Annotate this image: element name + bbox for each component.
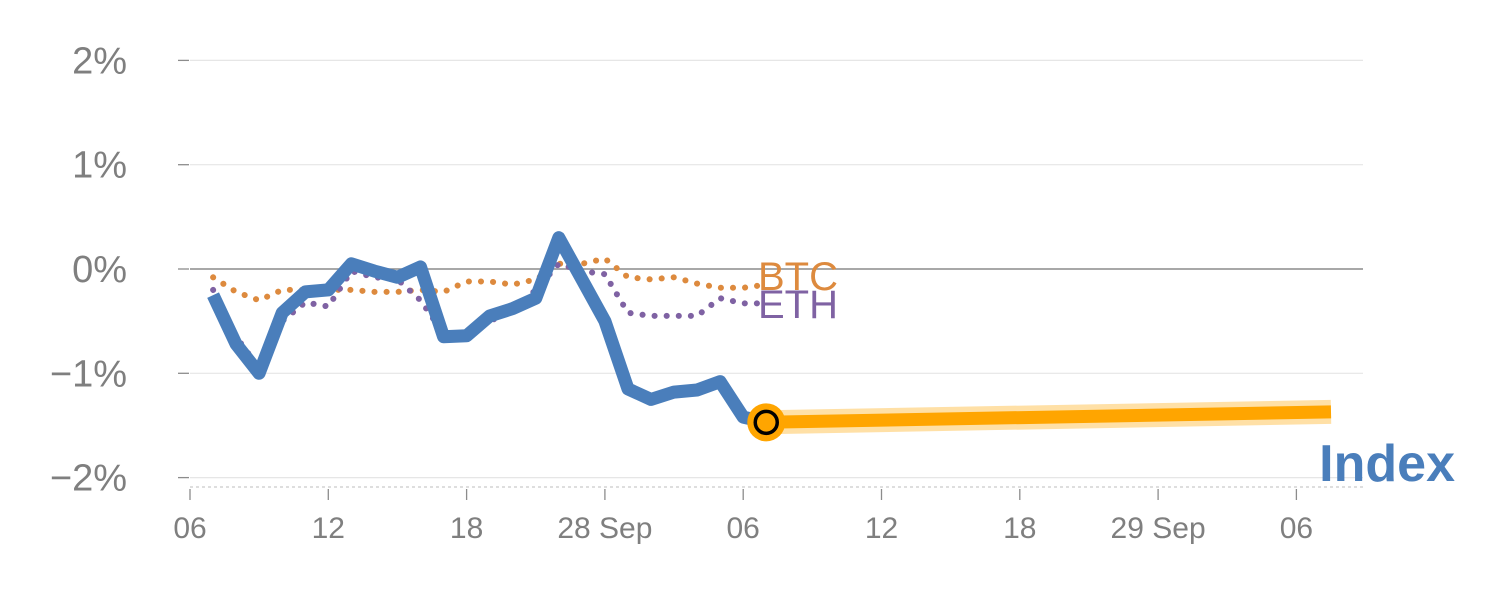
x-tick-label-8: 06 <box>1280 512 1313 545</box>
series-lines <box>207 231 1332 435</box>
x-tick-label-0: 06 <box>173 512 206 545</box>
current-value-marker <box>753 409 779 436</box>
x-tick-label-5: 12 <box>865 512 898 545</box>
x-tick-label-6: 18 <box>1003 512 1036 545</box>
series-label-eth: ETH <box>758 283 838 327</box>
x-tick-label-1: 12 <box>312 512 345 545</box>
series-label-index: Index <box>1319 435 1455 493</box>
x-tick-label-7: 29 Sep <box>1111 512 1206 545</box>
y-axis-tick-labels: 2% 1% 0% −1% −2% <box>50 40 127 499</box>
y-tick-label-3: −1% <box>50 353 127 395</box>
x-tick-label-2: 18 <box>450 512 483 545</box>
x-tick-label-3: 28 Sep <box>557 512 652 545</box>
y-tick-label-1: 1% <box>72 145 127 187</box>
series-line-btc <box>210 255 770 304</box>
series-label-btc: BTC <box>758 255 838 299</box>
projection-line <box>766 405 1332 429</box>
x-axis: 06 12 18 28 Sep 06 12 18 29 Sep 06 <box>173 486 1363 545</box>
current-value-marker-group <box>747 403 786 442</box>
y-tick-label-4: −2% <box>50 458 127 500</box>
x-tick-label-4: 06 <box>727 512 760 545</box>
y-tick-label-0: 2% <box>72 40 127 82</box>
series-line-index <box>207 231 768 429</box>
y-tick-label-2: 0% <box>72 249 127 291</box>
